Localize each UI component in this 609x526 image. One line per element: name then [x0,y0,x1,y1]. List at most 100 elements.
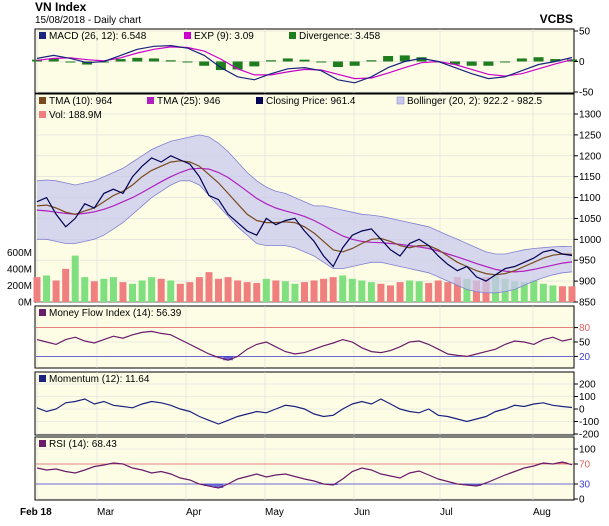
bollinger-band [37,134,572,293]
y-tick-label: 100 [579,445,596,456]
x-tick-label: Mar [97,507,115,518]
close-legend-swatch [256,97,263,104]
divergence-bar [215,61,226,71]
momentum-legend: Momentum (12): 11.64 [39,374,150,385]
macd-plot [32,44,577,84]
volume-bar [396,282,404,302]
y-tick-label: -100 [579,417,599,428]
divergence-bar [32,59,42,62]
rsi-threshold-fill [213,484,224,488]
panels [34,28,575,501]
volume-bar [444,282,452,302]
tma25-legend-label: TMA (25): 946 [157,96,221,107]
y-tick-label: 70 [579,460,591,471]
divergence-bar [165,60,176,62]
vol-tick-label: 200M [7,281,32,292]
x-tick-label: Aug [533,507,551,518]
volume-bar [520,282,528,302]
y-tick-label: 50 [579,27,591,38]
vol-legend-label: Vol: 188.9M [49,110,102,121]
volume-bar [253,282,261,302]
y-tick-label: 850 [579,298,596,309]
divergence-bar [65,61,76,63]
volume-bar [453,277,461,302]
rsi-line [36,461,573,489]
y-tick-label: 30 [579,480,591,491]
volume-bar [463,278,471,302]
volume-bar [549,285,557,302]
volume-bar [119,282,127,302]
exp-legend-label: EXP (9): 3.09 [194,31,254,42]
volume-bar [291,283,299,302]
tma10-legend-swatch [39,97,46,104]
volume-bar [377,283,385,302]
y-tick-label: 1200 [579,151,602,162]
rsi-plot [36,461,573,489]
volume-bar [52,280,60,302]
bollinger-legend-swatch [396,96,405,105]
macd-legend-swatch [39,32,46,39]
volume-bar [358,280,366,302]
chart-subtitle: 15/08/2018 - Daily chart [35,15,141,26]
divergence-bar [299,59,310,62]
divergence-bar [266,60,277,62]
divergence-bar [332,61,343,67]
vol-tick-label: 400M [7,264,32,275]
volume-bar [109,277,117,302]
y-tick-label: 1100 [579,193,601,204]
volume-bar [367,282,375,302]
volume-bar [224,277,232,302]
x-tick-label: Apr [186,507,202,518]
macd-legend-label: MACD (26, 12): 6.548 [49,31,147,42]
momentum-legend-label: Momentum (12): 11.64 [49,374,150,385]
volume-bar [129,283,137,302]
volume-bar [43,275,51,302]
divergence-bar [399,55,410,62]
divergence-bar [249,61,260,67]
bollinger-upper-line [36,134,573,255]
close-price-line [36,155,573,282]
mfi-threshold-fill [223,356,233,361]
volume-bar [425,282,433,302]
mfi-legend-swatch [39,309,46,316]
mfi-line [36,330,573,361]
y-tick-label: 1250 [579,130,602,141]
y-tick-label: -200 [579,430,599,441]
divergence-bar [550,59,561,62]
divergence-bar [199,61,210,66]
volume-bar [348,278,356,302]
divergence-bar [483,61,494,66]
y-tick-label: 900 [579,277,596,288]
volume-bar [329,277,337,302]
divergence-bar [316,61,327,63]
brand-label: VCBS [540,12,573,26]
divergence-bar [115,59,126,62]
volume-bar [100,278,108,302]
divergence-bar [416,57,427,62]
macd-line [36,44,573,84]
divergence-legend-swatch [289,32,296,39]
x-tick-label: May [265,507,284,518]
volume-bar [71,255,79,302]
rsi-legend-swatch [39,440,46,447]
mfi-plot [36,327,573,361]
y-tick-label: 0 [579,405,585,416]
rsi-panel [34,436,575,501]
divergence-bar [366,60,377,62]
bollinger-legend-label: Bollinger (20, 2): 922.2 - 982.5 [407,96,543,107]
y-tick-label: 100 [579,392,596,403]
volume-bar [205,272,213,302]
x-tick-label: Jun [354,507,370,518]
volume-bar [148,277,156,302]
volume-bar [415,281,423,302]
divergence-bar [449,61,460,65]
divergence-bar [567,59,577,62]
volume-bar [157,278,165,302]
volume-bar [234,280,242,302]
momentum-panel [34,371,575,436]
divergence-bar [132,57,143,62]
volume-bar [62,268,70,302]
y-tick-label: 0 [579,495,585,506]
volume-bar [301,282,308,302]
rsi-threshold-fill [471,484,482,486]
